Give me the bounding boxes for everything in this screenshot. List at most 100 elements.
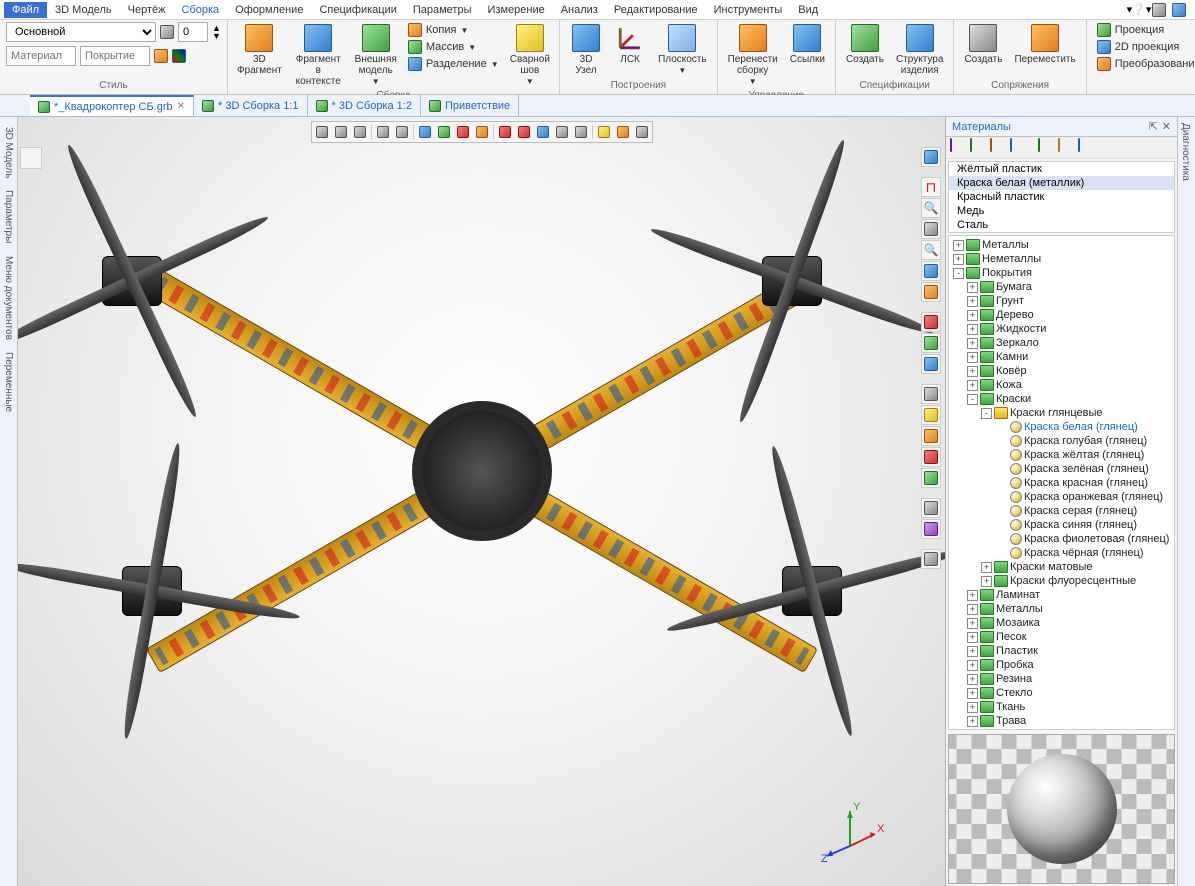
shade-icon[interactable] xyxy=(515,123,533,141)
magnet-icon[interactable]: ⊓ xyxy=(921,177,941,197)
recent-material-item[interactable]: Жёлтый пластик xyxy=(949,162,1174,176)
pin-icon[interactable]: ⇱ xyxy=(1149,120,1158,133)
axes-gizmo[interactable]: X Y Z xyxy=(815,796,885,866)
color2-swatch-icon[interactable] xyxy=(172,49,186,63)
menu-item[interactable]: Измерение xyxy=(480,2,553,18)
tree-expand-icon[interactable]: + xyxy=(967,296,978,307)
box1-icon[interactable] xyxy=(553,123,571,141)
window-layout2-icon[interactable] xyxy=(1171,2,1187,18)
btn-projection[interactable]: Проекция xyxy=(1093,22,1195,38)
recent-material-item[interactable]: Краска белая (металлик) xyxy=(949,176,1174,190)
filter2-icon[interactable] xyxy=(332,123,350,141)
tree-expand-icon[interactable]: + xyxy=(967,324,978,335)
tree-expand-icon[interactable]: + xyxy=(967,646,978,657)
mat-tb-6-icon[interactable] xyxy=(1058,139,1076,157)
btn-fragment-context[interactable]: Фрагмент вконтексте xyxy=(289,22,348,89)
tree-row[interactable]: +Стекло xyxy=(949,686,1174,700)
tree-row[interactable]: +Жидкости xyxy=(949,322,1174,336)
style-updown-icon[interactable]: ▲▼ xyxy=(212,24,221,40)
btn-3d-node[interactable]: 3DУзел xyxy=(566,22,606,78)
tree-row[interactable]: -Краски xyxy=(949,392,1174,406)
tree-expand-icon[interactable]: + xyxy=(967,604,978,615)
render3-icon[interactable] xyxy=(921,354,941,374)
btn-product-structure[interactable]: Структураизделия xyxy=(892,22,947,78)
section-icon[interactable] xyxy=(921,498,941,518)
warn2-icon[interactable] xyxy=(614,123,632,141)
tree-expand-icon[interactable]: + xyxy=(981,562,992,573)
leftbar-tab[interactable]: Переменные xyxy=(1,346,16,418)
tree-row[interactable]: +Ковёр xyxy=(949,364,1174,378)
render2-icon[interactable] xyxy=(921,333,941,353)
tree-expand-icon[interactable]: + xyxy=(967,352,978,363)
menu-item[interactable]: Анализ xyxy=(553,2,606,18)
tree-expand-icon[interactable]: + xyxy=(967,674,978,685)
tree-row[interactable]: +Краски флуоресцентные xyxy=(949,574,1174,588)
mat-tb-4-icon[interactable] xyxy=(1010,139,1028,157)
recent-material-item[interactable]: Сталь xyxy=(949,218,1174,232)
point-icon[interactable] xyxy=(454,123,472,141)
render1-icon[interactable] xyxy=(921,312,941,332)
style-spin-input[interactable] xyxy=(178,22,208,42)
window-layout-icon[interactable] xyxy=(1151,2,1167,18)
tree-row[interactable]: -Краски глянцевые xyxy=(949,406,1174,420)
help-dropdown-icon[interactable]: ▾❔▾ xyxy=(1131,2,1147,18)
origin-icon[interactable] xyxy=(473,123,491,141)
btn-array[interactable]: Массив▼ xyxy=(404,39,503,55)
more-icon[interactable] xyxy=(633,123,651,141)
tree-expand-icon[interactable]: + xyxy=(967,590,978,601)
menu-item[interactable]: Файл xyxy=(4,2,47,18)
clip-icon[interactable] xyxy=(921,519,941,539)
grid-icon[interactable] xyxy=(416,123,434,141)
menu-item[interactable]: Чертёж xyxy=(120,2,174,18)
color-swatch-icon[interactable] xyxy=(154,49,168,63)
mat-tb-1-icon[interactable] xyxy=(950,139,968,157)
axes-icon[interactable] xyxy=(435,123,453,141)
tree-row[interactable]: +Грунт xyxy=(949,294,1174,308)
tree-row[interactable]: +Ткань xyxy=(949,700,1174,714)
menu-item[interactable]: Сборка xyxy=(174,2,228,18)
tree-row[interactable]: -Покрытия xyxy=(949,266,1174,280)
filter-icon[interactable] xyxy=(313,123,331,141)
document-tab[interactable]: *_Квадрокоптер СБ.grb✕ xyxy=(30,95,194,116)
view-top-icon[interactable] xyxy=(921,447,941,467)
leftbar-tab[interactable]: Меню документов xyxy=(1,250,16,346)
btn-mate-move[interactable]: Переместить xyxy=(1010,22,1079,67)
zoom-in-icon[interactable]: 🔍 xyxy=(921,198,941,218)
tree-row[interactable]: +Пробка xyxy=(949,658,1174,672)
menu-item[interactable]: Оформление xyxy=(227,2,311,18)
tree-expand-icon[interactable]: + xyxy=(967,702,978,713)
btn-spec-create[interactable]: Создать xyxy=(842,22,888,67)
close-tab-icon[interactable]: ✕ xyxy=(177,101,185,112)
tree-row[interactable]: +Ламинат xyxy=(949,588,1174,602)
close-panel-icon[interactable]: ✕ xyxy=(1162,120,1171,133)
document-tab[interactable]: Приветствие xyxy=(421,95,519,116)
tree-row[interactable]: +Пластик xyxy=(949,644,1174,658)
measure-icon[interactable] xyxy=(921,282,941,302)
tree-row[interactable]: +Краски матовые xyxy=(949,560,1174,574)
style-layers-icon[interactable] xyxy=(160,25,174,39)
btn-links[interactable]: Ссылки xyxy=(786,22,829,67)
tree-row[interactable]: Краска голубая (глянец) xyxy=(949,434,1174,448)
btn-plane[interactable]: Плоскость▼ xyxy=(654,22,711,78)
rotate-icon[interactable] xyxy=(921,261,941,281)
btn-external-model[interactable]: Внешняямодель▼ xyxy=(352,22,400,89)
tree-row[interactable]: Краска белая (глянец) xyxy=(949,420,1174,434)
hidden-icon[interactable] xyxy=(534,123,552,141)
tree-expand-icon[interactable]: + xyxy=(967,716,978,727)
tree-row[interactable]: +Кожа xyxy=(949,378,1174,392)
mat-tb-2-icon[interactable] xyxy=(970,139,988,157)
view-grid-icon[interactable] xyxy=(921,147,941,167)
rightbar-tab-diagnostics[interactable]: Диагностика xyxy=(1178,117,1193,187)
3d-viewport[interactable]: ⊓ 🔍 🔍 xyxy=(18,117,945,886)
btn-move-assembly[interactable]: Перенестисборку▼ xyxy=(724,22,782,89)
tree-row[interactable]: Краска чёрная (глянец) xyxy=(949,546,1174,560)
wire-icon[interactable] xyxy=(496,123,514,141)
btn-split[interactable]: Разделение▼ xyxy=(404,56,503,72)
tree-row[interactable]: Краска серая (глянец) xyxy=(949,504,1174,518)
tree-expand-icon[interactable]: + xyxy=(967,282,978,293)
view-front-icon[interactable] xyxy=(921,405,941,425)
filter3-icon[interactable] xyxy=(351,123,369,141)
tree-row[interactable]: Краска красная (глянец) xyxy=(949,476,1174,490)
btn-2d-projection[interactable]: 2D проекция xyxy=(1093,39,1195,55)
leftbar-tab[interactable]: Параметры xyxy=(1,184,16,249)
